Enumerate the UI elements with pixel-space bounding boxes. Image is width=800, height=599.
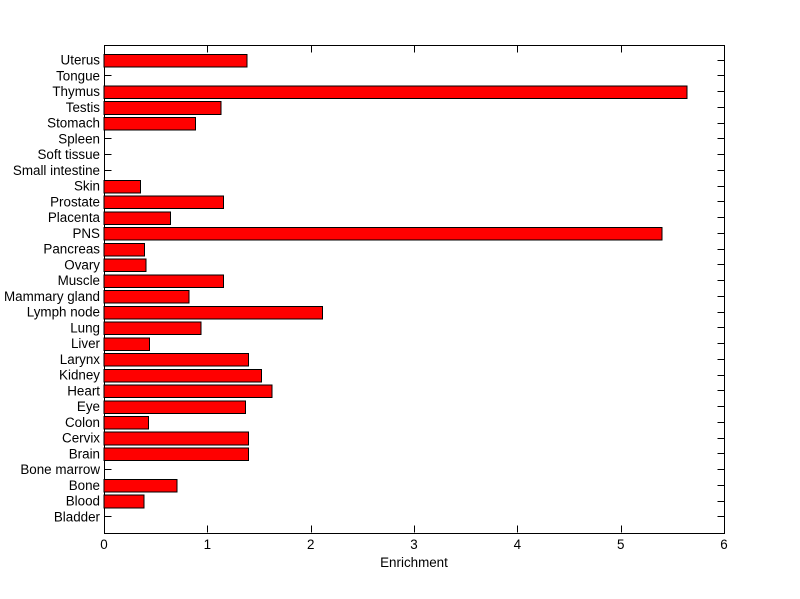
svg-text:Larynx: Larynx bbox=[60, 352, 100, 367]
svg-text:Prostate: Prostate bbox=[50, 194, 100, 209]
svg-text:Soft tissue: Soft tissue bbox=[37, 147, 100, 162]
svg-text:Liver: Liver bbox=[71, 336, 101, 351]
svg-text:2: 2 bbox=[307, 537, 314, 552]
svg-text:Stomach: Stomach bbox=[47, 116, 100, 131]
svg-text:Bone marrow: Bone marrow bbox=[20, 462, 100, 477]
svg-text:Enrichment: Enrichment bbox=[380, 555, 448, 570]
svg-text:Small intestine: Small intestine bbox=[13, 163, 100, 178]
svg-text:Bone: Bone bbox=[69, 478, 100, 493]
svg-text:Kidney: Kidney bbox=[59, 368, 100, 383]
svg-text:Spleen: Spleen bbox=[58, 132, 100, 147]
svg-text:PNS: PNS bbox=[72, 226, 100, 241]
svg-text:Tongue: Tongue bbox=[56, 69, 100, 84]
svg-text:Skin: Skin bbox=[74, 179, 100, 194]
svg-text:Placenta: Placenta bbox=[48, 210, 101, 225]
svg-text:Bladder: Bladder bbox=[54, 509, 101, 524]
svg-text:4: 4 bbox=[514, 537, 522, 552]
svg-text:Lung: Lung bbox=[70, 320, 100, 335]
svg-text:Lymph node: Lymph node bbox=[27, 305, 100, 320]
svg-text:Eye: Eye bbox=[77, 399, 100, 414]
svg-text:Uterus: Uterus bbox=[61, 53, 101, 68]
svg-text:6: 6 bbox=[720, 537, 727, 552]
svg-text:5: 5 bbox=[617, 537, 624, 552]
svg-text:Heart: Heart bbox=[67, 383, 100, 398]
svg-text:Ovary: Ovary bbox=[64, 257, 100, 272]
svg-text:Cervix: Cervix bbox=[62, 431, 100, 446]
svg-text:Thymus: Thymus bbox=[52, 84, 100, 99]
svg-text:Colon: Colon bbox=[65, 415, 100, 430]
svg-text:1: 1 bbox=[204, 537, 211, 552]
svg-text:Pancreas: Pancreas bbox=[43, 242, 100, 257]
svg-text:Muscle: Muscle bbox=[58, 273, 100, 288]
svg-text:3: 3 bbox=[410, 537, 417, 552]
svg-text:0: 0 bbox=[100, 537, 107, 552]
svg-text:Testis: Testis bbox=[66, 100, 101, 115]
svg-text:Mammary gland: Mammary gland bbox=[4, 289, 100, 304]
svg-text:Blood: Blood bbox=[66, 494, 100, 509]
svg-text:Brain: Brain bbox=[69, 446, 100, 461]
